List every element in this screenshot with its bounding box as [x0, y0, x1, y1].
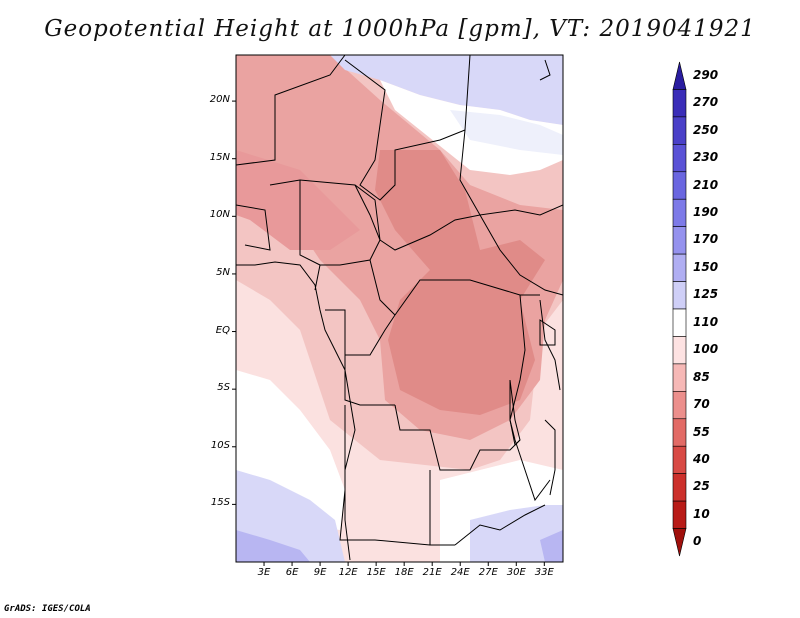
colorbar-label: 40 [693, 451, 710, 466]
colorbar-label: 190 [693, 204, 719, 219]
colorbar-label: 0 [693, 534, 702, 549]
lon-label: 9E [313, 567, 327, 578]
colorbar-label: 85 [693, 369, 710, 384]
colorbar-label: 110 [693, 314, 719, 329]
colorbar-label: 270 [693, 95, 719, 110]
lat-label: 10S [210, 439, 230, 451]
colorbar-segment [672, 528, 687, 557]
lon-label: 24E [450, 567, 470, 578]
colorbar-label: 150 [693, 259, 719, 274]
colorbar-label: 210 [693, 177, 719, 192]
colorbar-segment [672, 116, 687, 145]
lat-label: 5S [217, 382, 230, 394]
colorbar-segment [672, 418, 687, 447]
colorbar-segment [672, 500, 687, 529]
colorbar-segment [672, 473, 687, 502]
lon-ticks [263, 562, 545, 566]
field-white-north-2 [450, 110, 563, 155]
lon-label: 27E [478, 567, 498, 578]
lon-label: 21E [422, 567, 442, 578]
colorbar-label: 25 [693, 479, 710, 494]
lon-label: 15E [366, 567, 386, 578]
lon-label: 30E [506, 567, 526, 578]
colorbar-segment [672, 89, 687, 118]
colorbar-label: 100 [693, 342, 719, 357]
plot-frame [235, 54, 564, 563]
field-deep-red [375, 150, 545, 415]
colorbar-segment [672, 198, 687, 227]
colorbar-segment [672, 253, 687, 282]
field-blue-southwest-deep [236, 530, 310, 562]
field-blue-southeast [470, 505, 563, 562]
colorbar-segment [672, 336, 687, 365]
colorbar-label: 70 [693, 397, 710, 412]
colorbar-label: 250 [693, 122, 719, 137]
field-blue-southeast-deep [540, 530, 563, 562]
colorbar-label: 290 [693, 67, 719, 82]
grads-credit: GrADS: IGES/COLA [4, 604, 91, 614]
colorbar-segment [672, 445, 687, 474]
colorbar-segment [672, 226, 687, 255]
colorbar-segment [672, 144, 687, 173]
lon-label: 3E [257, 567, 271, 578]
lon-label: 18E [394, 567, 414, 578]
lon-label: 6E [285, 567, 299, 578]
lat-label: 15S [210, 497, 230, 509]
colorbar-label: 125 [693, 287, 719, 302]
colorbar-segment [672, 171, 687, 200]
lon-label: 12E [338, 567, 358, 578]
colorbar-segment [672, 363, 687, 392]
country-borders [236, 55, 563, 561]
map-title: Geopotential Height at 1000hPa [gpm], VT… [44, 16, 756, 42]
colorbar-segment [672, 391, 687, 420]
lat-label: EQ [215, 324, 230, 336]
lat-label: 5N [216, 266, 230, 278]
colorbar [672, 61, 687, 557]
lon-label: 33E [534, 567, 554, 578]
lat-label: 15N [209, 151, 230, 163]
field-blue-north [330, 55, 563, 125]
colorbar-label: 170 [693, 232, 719, 247]
lat-label: 10N [209, 209, 230, 221]
lat-label: 20N [209, 94, 230, 106]
colorbar-label: 55 [693, 424, 710, 439]
lat-ticks [232, 100, 236, 505]
colorbar-segment [672, 308, 687, 337]
colorbar-segment [672, 281, 687, 310]
colorbar-label: 230 [693, 150, 719, 165]
colorbar-segment [672, 61, 687, 90]
colorbar-label: 10 [693, 506, 710, 521]
